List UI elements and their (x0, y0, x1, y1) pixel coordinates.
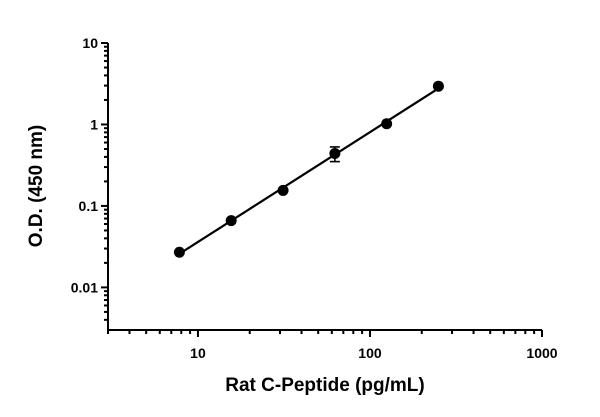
x-tick-label: 1000 (526, 345, 557, 361)
y-tick-label: 0.01 (71, 279, 98, 295)
x-tick-label: 100 (358, 345, 382, 361)
data-point (381, 118, 393, 130)
data-point (329, 148, 341, 160)
x-axis-ticks: 10 100 1000 (107, 330, 558, 361)
data-point (225, 215, 237, 227)
y-axis-title: O.D. (450 nm) (26, 125, 47, 247)
x-axis-title: Rat C-Peptide (pg/mL) (225, 375, 425, 396)
data-point (173, 246, 185, 258)
y-axis-ticks: 0.01 0.1 1 10 (71, 35, 108, 321)
y-tick-label: 0.1 (79, 198, 99, 214)
y-tick-label: 10 (82, 35, 98, 51)
y-tick-label: 1 (90, 116, 98, 132)
data-marks (173, 80, 444, 258)
fit-line (178, 87, 440, 255)
data-point (277, 184, 289, 196)
x-tick-label: 10 (190, 345, 206, 361)
data-point (432, 80, 444, 92)
